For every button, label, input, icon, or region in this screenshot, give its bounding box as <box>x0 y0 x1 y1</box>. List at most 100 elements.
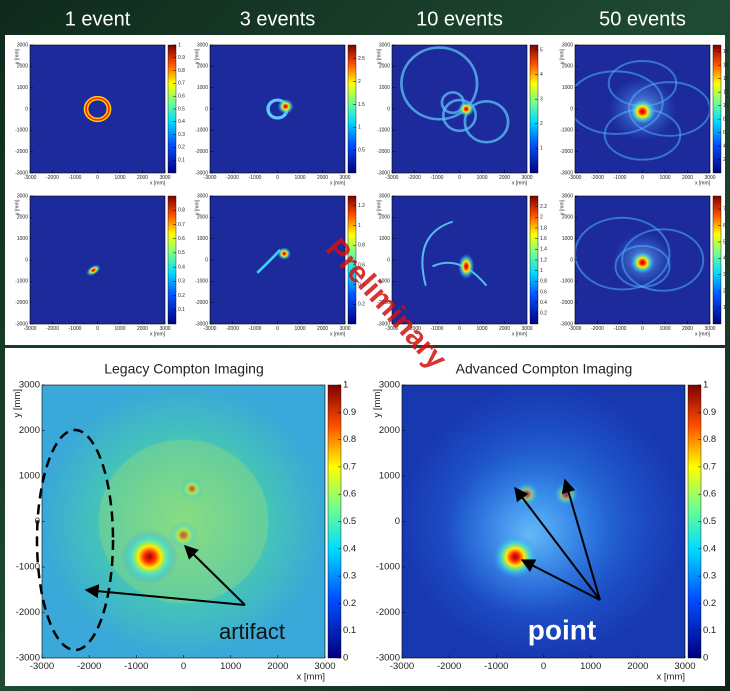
x-tick-label: 0 <box>276 175 279 181</box>
colorbar-tick-label: 0.5 <box>178 250 185 256</box>
colorbar-tick-label: 0.6 <box>540 289 547 295</box>
y-tick-label: -3000 <box>15 170 28 176</box>
x-tick-label: 2000 <box>317 326 328 332</box>
colorbar-tick-label: 0.7 <box>178 81 185 87</box>
colorbar-tick-label: 0.8 <box>358 243 365 249</box>
colorbar-tick-label: 0.7 <box>178 222 185 228</box>
colorbar-tick-label: 0.2 <box>703 598 716 609</box>
heatmap-panel: -3000-3000-2000-2000-1000-10000010001000… <box>194 42 365 186</box>
x-tick-label: -2000 <box>408 175 421 181</box>
colorbar-tick-label: 0.5 <box>358 147 365 153</box>
y-tick-label: -1000 <box>376 562 400 573</box>
x-tick-label: 0 <box>641 326 644 332</box>
colorbar-tick-label: 4 <box>540 72 543 78</box>
colorbar-tick-label: 0.3 <box>703 571 716 582</box>
colorbar-tick-label: 1 <box>358 223 361 229</box>
x-tick-label: 0 <box>541 661 546 672</box>
colorbar-tick-label: 0.3 <box>178 279 185 285</box>
colorbar-tick-label: 0 <box>703 653 708 664</box>
x-axis-label: x [mm] <box>150 180 166 186</box>
x-tick-label: 1000 <box>476 175 487 181</box>
x-tick-label: 0 <box>181 661 186 672</box>
colorbar-tick-label: 16 <box>723 63 729 69</box>
x-tick-label: 1000 <box>294 175 305 181</box>
x-tick-label: 1000 <box>659 175 670 181</box>
colorbar-tick-label: 4 <box>723 256 726 262</box>
y-tick-label: 1000 <box>197 85 208 91</box>
x-tick-label: 2000 <box>682 326 693 332</box>
y-tick-label: 0 <box>25 106 28 112</box>
y-tick-label: -1000 <box>15 128 28 134</box>
colorbar-tick-label: 2 <box>358 79 361 85</box>
y-tick-label: 0 <box>387 106 390 112</box>
x-tick-label: -2000 <box>46 326 59 332</box>
y-tick-label: 1000 <box>17 236 28 242</box>
x-tick-label: 2000 <box>499 175 510 181</box>
x-tick-label: 3000 <box>314 661 335 672</box>
colorbar-tick-label: 0.2 <box>540 311 547 317</box>
colorbar-tick-label: 0.9 <box>343 407 356 418</box>
slide: -3000-3000-2000-2000-1000-10000010001000… <box>0 0 730 691</box>
y-tick-label: -2000 <box>560 300 573 306</box>
y-tick-label: 1000 <box>379 471 400 482</box>
y-tick-label: -1000 <box>377 128 390 134</box>
colorbar-tick-label: 1.4 <box>540 247 547 253</box>
colorbar-tick-label: 3 <box>540 96 543 102</box>
y-tick-label: -3000 <box>377 170 390 176</box>
panel-title: Legacy Compton Imaging <box>104 361 264 377</box>
y-axis-label: y [mm] <box>376 48 382 64</box>
x-axis-label: x [mm] <box>695 331 711 337</box>
colorbar-tick-label: 0.1 <box>343 625 356 636</box>
colorbar-tick-label: 2 <box>723 157 726 163</box>
colorbar <box>168 196 176 324</box>
column-header: 50 events <box>599 8 686 30</box>
blob <box>169 522 197 549</box>
blob <box>181 478 204 500</box>
y-tick-label: 0 <box>205 106 208 112</box>
x-tick-label: -1000 <box>249 326 262 332</box>
colorbar-tick-label: 0.4 <box>343 543 356 554</box>
colorbar-tick-label: 1.6 <box>540 236 547 242</box>
y-tick-label: 3000 <box>17 193 28 199</box>
colorbar-tick-label: 0.9 <box>178 55 185 61</box>
heat-shapes <box>99 440 269 604</box>
x-tick-label: 1000 <box>659 326 670 332</box>
x-tick-label: 2000 <box>682 175 693 181</box>
x-tick-label: -2000 <box>226 175 239 181</box>
y-tick-label: -3000 <box>560 170 573 176</box>
x-tick-label: 1000 <box>294 326 305 332</box>
colorbar-tick-label: 0.5 <box>343 516 356 527</box>
colorbar-tick-label: 1 <box>178 42 181 48</box>
x-tick-label: -2000 <box>46 175 59 181</box>
y-axis-label: y [mm] <box>14 199 20 215</box>
x-axis-label: x [mm] <box>330 180 346 186</box>
y-axis-label: y [mm] <box>194 48 200 64</box>
x-tick-label: 2000 <box>499 326 510 332</box>
y-tick-label: -1000 <box>195 279 208 285</box>
colorbar-tick-label: 2 <box>540 215 543 221</box>
colorbar-tick-label: 1 <box>703 380 708 391</box>
y-tick-label: -2000 <box>15 300 28 306</box>
y-tick-label: -1000 <box>16 562 40 573</box>
y-tick-label: 0 <box>205 257 208 263</box>
colorbar-tick-label: 2 <box>723 289 726 295</box>
x-tick-label: 2000 <box>137 175 148 181</box>
colorbar-tick-label: 5 <box>723 239 726 245</box>
colorbar-tick-label: 0.2 <box>178 145 185 151</box>
x-tick-label: 0 <box>458 175 461 181</box>
y-tick-label: -3000 <box>15 321 28 327</box>
plot-area <box>30 45 165 173</box>
colorbar-tick-label: 0.4 <box>178 119 185 125</box>
blob <box>458 254 474 280</box>
y-tick-label: 3000 <box>19 380 40 391</box>
colorbar-tick-label: 1 <box>343 380 348 391</box>
y-tick-label: 1000 <box>379 236 390 242</box>
x-tick-label: -2000 <box>591 175 604 181</box>
glow <box>99 440 269 604</box>
colorbar-tick-label: 6 <box>723 130 726 136</box>
x-tick-label: 2000 <box>267 661 288 672</box>
x-tick-label: -1000 <box>614 326 627 332</box>
colorbar-tick-label: 0.8 <box>540 279 547 285</box>
heatmap-panel: -3000-3000-2000-2000-1000-10000010001000… <box>12 380 356 683</box>
page: -3000-3000-2000-2000-1000-10000010001000… <box>0 0 730 691</box>
